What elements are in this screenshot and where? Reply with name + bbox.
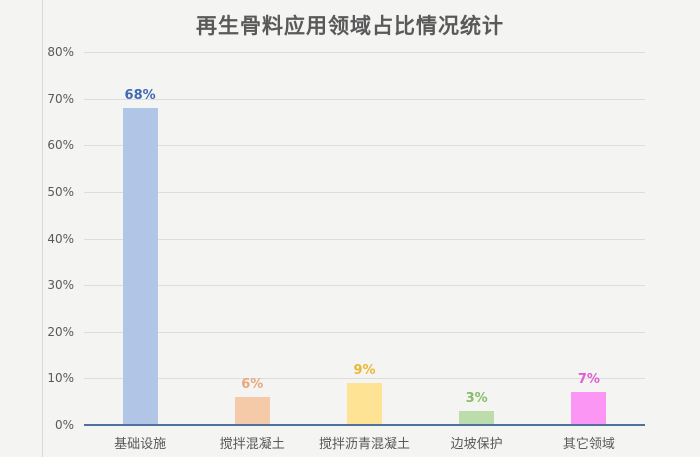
- bar-搅拌混凝土: [234, 397, 270, 425]
- gridline: [84, 145, 645, 147]
- bar-value-label: 6%: [241, 377, 264, 393]
- x-axis-line: [84, 424, 645, 426]
- gridline: [84, 238, 645, 240]
- y-axis-tick-label: 80%: [47, 45, 74, 59]
- bar-搅拌沥青混凝土: [347, 383, 382, 425]
- y-axis-tick-label: 30%: [47, 278, 74, 293]
- gridline: [84, 52, 645, 53]
- y-axis-tick-label: 60%: [47, 138, 74, 153]
- bar-基础设施: [122, 107, 158, 425]
- y-axis-tick-label: 50%: [47, 184, 74, 199]
- y-axis-tick-label: 10%: [47, 371, 74, 386]
- left-divider-line: [42, 0, 43, 457]
- chart-title: 再生骨料应用领域占比情况统计: [196, 14, 504, 38]
- gridline: [84, 98, 645, 100]
- y-axis-tick-label: 20%: [47, 324, 74, 339]
- x-axis-category-label: 基础设施: [114, 437, 167, 452]
- y-axis-tick-label: 40%: [47, 231, 74, 246]
- bar-value-label: 9%: [353, 363, 376, 379]
- gridline: [84, 285, 645, 287]
- gridline: [84, 378, 645, 380]
- x-axis-category-label: 边坡保护: [450, 437, 503, 452]
- bar-value-label: 7%: [577, 372, 600, 388]
- gridline: [84, 331, 645, 333]
- bar-其它领域: [571, 392, 607, 425]
- y-axis-tick-label: 70%: [47, 91, 74, 106]
- bar-value-label: 68%: [124, 87, 156, 103]
- gridline: [84, 191, 645, 193]
- y-axis-tick-label: 0%: [54, 418, 74, 432]
- x-axis-category-label: 搅拌沥青混凝土: [318, 437, 410, 452]
- bar-边坡保护: [459, 411, 495, 425]
- x-axis-category-label: 搅拌混凝土: [219, 437, 285, 452]
- x-axis-category-label: 其它领域: [562, 437, 615, 452]
- bar-value-label: 3%: [465, 391, 488, 406]
